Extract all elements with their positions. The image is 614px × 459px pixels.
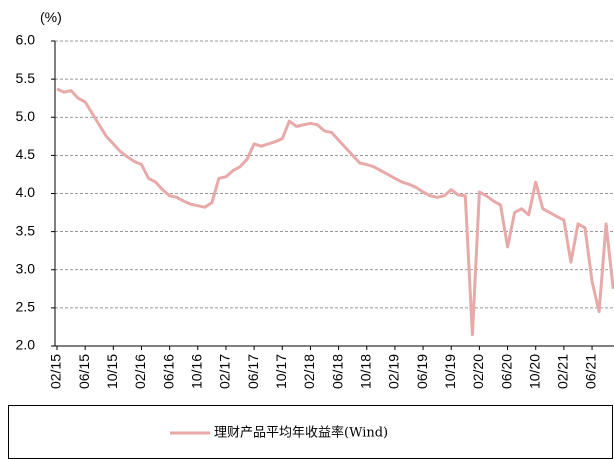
y-tick-label: 3.0 xyxy=(16,260,36,276)
y-tick-label: 3.5 xyxy=(16,222,36,238)
data-line xyxy=(56,87,614,337)
x-tick-label: 10/20 xyxy=(526,354,542,389)
y-tick-label: 5.5 xyxy=(16,70,36,86)
y-axis-label: (%) xyxy=(40,9,62,25)
x-tick-label: 06/16 xyxy=(160,354,176,389)
x-tick-label: 10/18 xyxy=(357,354,373,389)
x-tick-label: 06/21 xyxy=(583,354,599,389)
y-tick-label: 2.5 xyxy=(16,299,36,315)
x-tick-label: 06/17 xyxy=(245,354,261,389)
x-tick-label: 02/16 xyxy=(132,354,148,389)
y-tick-label: 6.0 xyxy=(16,32,36,48)
x-tick-label: 02/17 xyxy=(217,354,233,389)
x-tick-label: 06/15 xyxy=(76,354,92,389)
x-tick-label: 02/20 xyxy=(470,354,486,389)
x-tick-label: 02/18 xyxy=(301,354,317,389)
x-tick-label: 10/15 xyxy=(104,354,120,389)
x-tick-label: 02/15 xyxy=(48,354,64,389)
y-tick-label: 4.5 xyxy=(16,146,36,162)
x-tick-label: 06/18 xyxy=(329,354,345,389)
x-tick-label: 06/20 xyxy=(498,354,514,389)
x-tick-label: 10/17 xyxy=(273,354,289,389)
x-tick-label: 06/19 xyxy=(414,354,430,389)
x-tick-label: 10/16 xyxy=(189,354,205,389)
y-tick-label: 2.0 xyxy=(16,337,36,353)
legend-label: 理财产品平均年收益率(Wind) xyxy=(214,425,388,441)
y-tick-label: 5.0 xyxy=(16,108,36,124)
y-tick-label: 4.0 xyxy=(16,184,36,200)
x-tick-label: 02/21 xyxy=(555,354,571,389)
x-tick-label: 10/19 xyxy=(442,354,458,389)
x-tick-label: 02/19 xyxy=(386,354,402,389)
